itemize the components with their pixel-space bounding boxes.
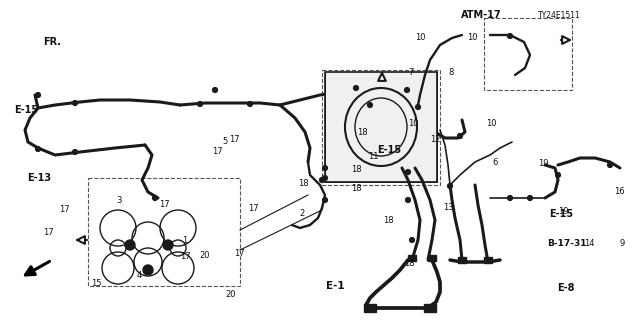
Bar	[428, 255, 436, 261]
Text: E-13: E-13	[27, 172, 51, 183]
Circle shape	[143, 265, 153, 275]
Text: 19: 19	[538, 159, 548, 168]
Circle shape	[508, 34, 513, 38]
FancyBboxPatch shape	[325, 72, 437, 182]
Text: 17: 17	[248, 204, 259, 213]
Text: 18: 18	[351, 184, 362, 193]
Circle shape	[72, 150, 77, 155]
Circle shape	[212, 88, 218, 92]
Text: 16: 16	[614, 187, 625, 196]
Circle shape	[415, 105, 420, 109]
Text: 9: 9	[620, 239, 625, 248]
Circle shape	[406, 198, 410, 203]
Text: ATM-17: ATM-17	[461, 10, 501, 20]
Text: 17: 17	[180, 252, 191, 261]
Text: 10: 10	[415, 33, 425, 42]
Text: 15: 15	[91, 279, 101, 288]
Text: E-15: E-15	[549, 209, 573, 220]
Text: 11: 11	[368, 152, 378, 161]
Circle shape	[367, 103, 372, 108]
Circle shape	[163, 240, 173, 250]
Text: 17: 17	[234, 249, 244, 258]
Circle shape	[198, 102, 202, 107]
Text: 10: 10	[467, 33, 477, 42]
Circle shape	[508, 196, 513, 200]
Bar	[424, 304, 436, 312]
Circle shape	[406, 170, 410, 174]
Text: 12: 12	[430, 135, 440, 144]
Bar	[364, 304, 376, 312]
Text: 14: 14	[584, 239, 595, 248]
Circle shape	[152, 196, 157, 200]
Text: 17: 17	[59, 205, 70, 214]
Circle shape	[319, 178, 324, 182]
Text: 17: 17	[229, 135, 240, 144]
Text: 5: 5	[223, 137, 228, 146]
Circle shape	[447, 184, 452, 188]
Text: 2: 2	[300, 209, 305, 218]
Text: E-15: E-15	[378, 145, 402, 156]
Circle shape	[323, 198, 328, 203]
Bar	[458, 257, 466, 263]
Circle shape	[36, 92, 40, 97]
Text: B-17-31: B-17-31	[547, 239, 587, 248]
Circle shape	[527, 196, 532, 200]
Text: 18: 18	[357, 128, 368, 137]
Circle shape	[404, 88, 410, 92]
Circle shape	[556, 172, 561, 177]
Text: 17: 17	[159, 200, 170, 209]
Circle shape	[458, 134, 462, 139]
Bar	[408, 255, 416, 261]
Text: 19: 19	[558, 207, 568, 216]
Circle shape	[607, 163, 612, 167]
Text: E-15: E-15	[14, 105, 38, 116]
Circle shape	[323, 176, 328, 180]
Text: 3: 3	[116, 196, 122, 205]
Text: 8: 8	[448, 68, 453, 76]
Text: 1: 1	[182, 236, 188, 244]
Text: 18: 18	[351, 165, 362, 174]
Text: 18: 18	[404, 260, 415, 268]
Text: 18: 18	[298, 179, 308, 188]
Circle shape	[323, 166, 328, 171]
Text: FR.: FR.	[44, 36, 61, 47]
Text: 10: 10	[408, 119, 419, 128]
Text: 17: 17	[212, 147, 223, 156]
Circle shape	[248, 102, 252, 107]
Text: TY24E1511: TY24E1511	[538, 11, 580, 20]
Text: E-1: E-1	[326, 281, 345, 292]
Bar	[484, 257, 492, 263]
Text: 13: 13	[443, 203, 454, 212]
Text: 18: 18	[383, 216, 394, 225]
Text: 6: 6	[493, 158, 498, 167]
Circle shape	[36, 147, 40, 151]
Text: E-8: E-8	[557, 283, 574, 293]
Circle shape	[125, 240, 135, 250]
Circle shape	[410, 237, 415, 243]
Text: 20: 20	[200, 251, 210, 260]
Text: 20: 20	[225, 290, 236, 299]
Text: 4: 4	[136, 271, 141, 280]
Text: 10: 10	[486, 119, 497, 128]
Text: 17: 17	[44, 228, 54, 236]
Circle shape	[353, 86, 358, 91]
Text: 7: 7	[408, 68, 413, 76]
Circle shape	[72, 100, 77, 105]
